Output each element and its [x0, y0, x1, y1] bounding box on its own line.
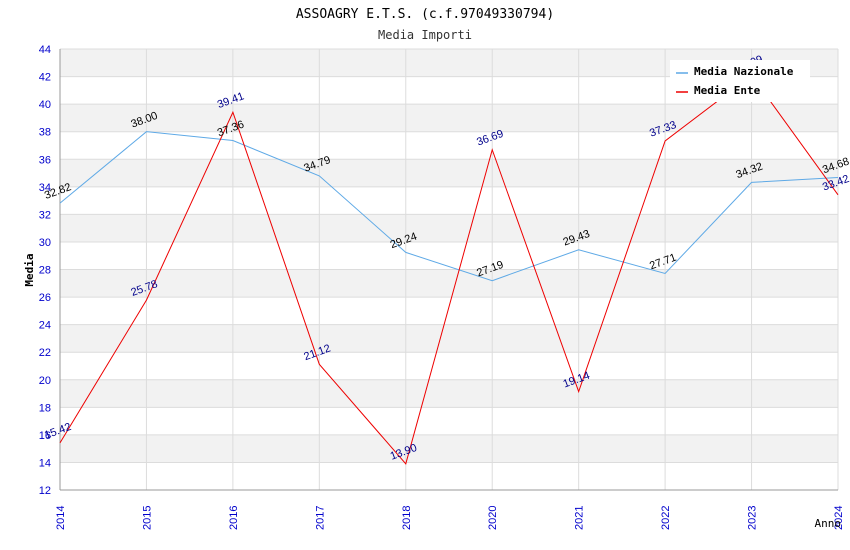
y-tick-label: 44	[39, 44, 51, 56]
y-tick-label: 14	[39, 457, 51, 469]
band	[60, 269, 838, 298]
legend-label-media-nazionale: Media Nazionale	[694, 65, 794, 78]
band	[60, 379, 838, 408]
band	[60, 434, 838, 463]
y-tick-label: 26	[39, 292, 51, 304]
gridlines	[59, 48, 839, 491]
y-axis-label: Media	[23, 253, 36, 286]
x-axis-label: Anno	[815, 517, 842, 530]
y-tick-label: 20	[39, 375, 51, 387]
x-tick-label: 2015	[141, 506, 153, 530]
series-line-media-nazionale	[59, 131, 839, 282]
band	[60, 214, 838, 242]
legend-box	[670, 60, 810, 102]
x-tick-label: 2018	[401, 506, 413, 530]
background-bands	[60, 49, 838, 463]
legend-label-media-ente: Media Ente	[694, 84, 761, 97]
x-tick-label: 2022	[660, 506, 672, 530]
axes	[59, 49, 838, 491]
y-tick-label: 42	[39, 72, 51, 84]
y-tick-labels: 12 14 16 18 20 22 24 26 28 30 32 34 36 38 40 42 44	[39, 44, 51, 497]
x-tick-label: 2017	[314, 506, 326, 530]
chart-subtitle: Media Importi	[378, 28, 472, 42]
y-tick-label: 16	[39, 430, 51, 442]
y-tick-label: 18	[39, 402, 51, 414]
y-tick-label: 38	[39, 127, 51, 139]
legend: Media Nazionale Media Ente	[670, 60, 810, 102]
band	[60, 104, 838, 132]
y-tick-label: 40	[39, 99, 51, 111]
x-tick-label: 2023	[747, 506, 759, 530]
series-lines	[59, 74, 839, 465]
x-tick-label: 2014	[55, 506, 67, 530]
x-tick-labels: 2014 2015 2016 2017 2018 2020 2021 2022 2023 2024	[55, 506, 845, 530]
x-tick-label: 2020	[487, 506, 499, 530]
chart-title: ASSOAGRY E.T.S. (c.f.97049330794)	[296, 7, 554, 22]
y-tick-label: 28	[39, 265, 51, 277]
series-line-media-ente	[59, 74, 839, 465]
x-tick-label: 2021	[574, 506, 586, 530]
x-tick-label: 2016	[228, 506, 240, 530]
band	[60, 159, 838, 187]
y-tick-label: 24	[39, 320, 51, 332]
y-tick-label: 22	[39, 347, 51, 359]
y-tick-label: 36	[39, 154, 51, 166]
y-tick-label: 12	[39, 485, 51, 497]
y-tick-label: 32	[39, 209, 51, 221]
band	[60, 324, 838, 353]
y-tick-label: 30	[39, 237, 51, 249]
y-tick-label: 34	[39, 182, 51, 194]
x-tick-label: 2024	[833, 506, 845, 530]
